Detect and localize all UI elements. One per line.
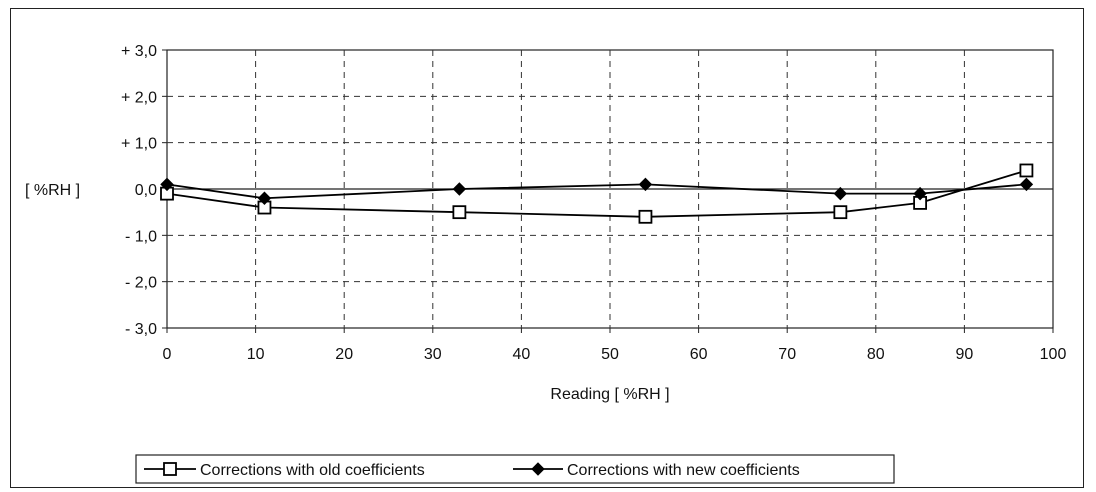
x-tick-labels: 0 10 20 30 40 50 60 70 80 90 100 [163,328,1067,363]
x-tick-label: 60 [690,346,708,363]
y-tick-label: + 2,0 [121,89,157,106]
series-group [160,163,1034,224]
data-point-old [452,205,467,220]
x-tick-label: 20 [335,346,353,363]
x-axis-label: Reading [ %RH ] [550,386,669,403]
x-tick-label: 0 [163,346,172,363]
data-point-old [1019,163,1034,178]
data-point-new [452,182,467,196]
x-tick-label: 90 [956,346,974,363]
x-tick-label: 10 [247,346,265,363]
data-point-new [913,186,927,201]
x-tick-label: 80 [867,346,885,363]
data-point-new [257,191,272,205]
legend: Corrections with old coefficients Correc… [135,454,895,484]
data-point-new [160,177,174,192]
legend-marker-old [163,462,177,476]
chart-svg: + 3,0 + 2,0 + 1,0 0,0 - 1,0 - 2,0 - 3,0 0 10 20 3… [25,43,1067,484]
y-tick-label: 0,0 [135,182,157,199]
grid-lines [167,50,1053,328]
legend-label-new: Corrections with new coefficients [567,462,800,479]
y-tick-label: + 3,0 [121,43,157,60]
data-point-new [1019,177,1034,192]
x-tick-label: 70 [778,346,796,363]
y-tick-label: - 2,0 [125,275,157,292]
y-axis-label: [ %RH ] [25,182,80,199]
x-tick-label: 50 [601,346,619,363]
data-point-new [638,177,653,192]
y-tick-label: + 1,0 [121,136,157,153]
x-tick-label: 40 [513,346,531,363]
x-tick-label: 100 [1040,346,1067,363]
chart-frame: + 3,0 + 2,0 + 1,0 0,0 - 1,0 - 2,0 - 3,0 0 10 20 3… [10,8,1084,488]
x-tick-label: 30 [424,346,442,363]
legend-label-old: Corrections with old coefficients [200,462,425,479]
legend-marker-new [531,462,545,476]
data-point-old [638,209,653,224]
data-point-old [833,205,848,220]
y-tick-label: - 1,0 [125,228,157,245]
y-tick-label: - 3,0 [125,321,157,338]
y-tick-labels: + 3,0 + 2,0 + 1,0 0,0 - 1,0 - 2,0 - 3,0 [121,43,167,338]
data-point-new [833,186,848,201]
